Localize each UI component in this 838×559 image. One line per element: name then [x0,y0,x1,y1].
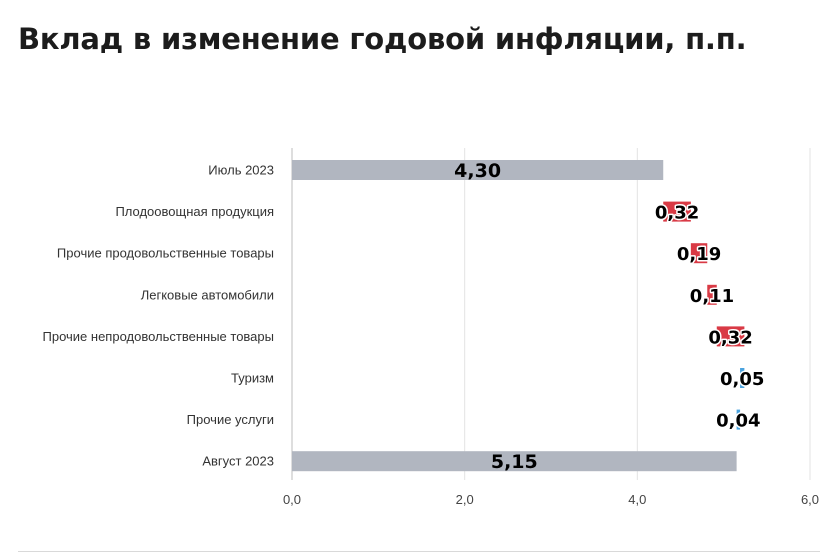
category-label: Прочие непродовольственные товары [43,329,275,344]
contribution-bar [740,368,745,388]
bottom-divider [18,551,820,552]
value-label: 0,11 [690,286,734,307]
contribution-bar [707,284,717,305]
value-label: 0,05 [720,369,764,390]
contribution-bar [716,326,745,347]
contribution-bar [736,409,741,430]
category-label: Июль 2023 [208,163,274,178]
contribution-bar [663,201,691,222]
value-label: 0,32 [708,327,752,348]
category-label: Август 2023 [202,454,274,469]
value-label: 0,32 [655,203,699,224]
category-label: Прочие услуги [187,412,274,427]
chart-title: Вклад в изменение годовой инфляции, п.п. [18,22,747,56]
x-tick-label: 0,0 [283,492,301,507]
category-label: Туризм [231,371,274,386]
value-label: 4,30 [454,160,501,182]
category-label: Плодоовощная продукция [115,204,274,219]
total-bar [292,160,664,180]
category-label: Прочие продовольственные товары [57,246,274,261]
x-tick-label: 6,0 [801,492,819,507]
x-tick-label: 2,0 [456,492,474,507]
category-label: Легковые автомобили [141,287,274,302]
contribution-bar [690,243,708,264]
total-bar [292,451,737,472]
value-label: 0,04 [716,411,760,432]
x-tick-label: 4,0 [628,492,646,507]
value-label: 0,19 [677,244,721,265]
value-label: 5,15 [491,451,538,473]
